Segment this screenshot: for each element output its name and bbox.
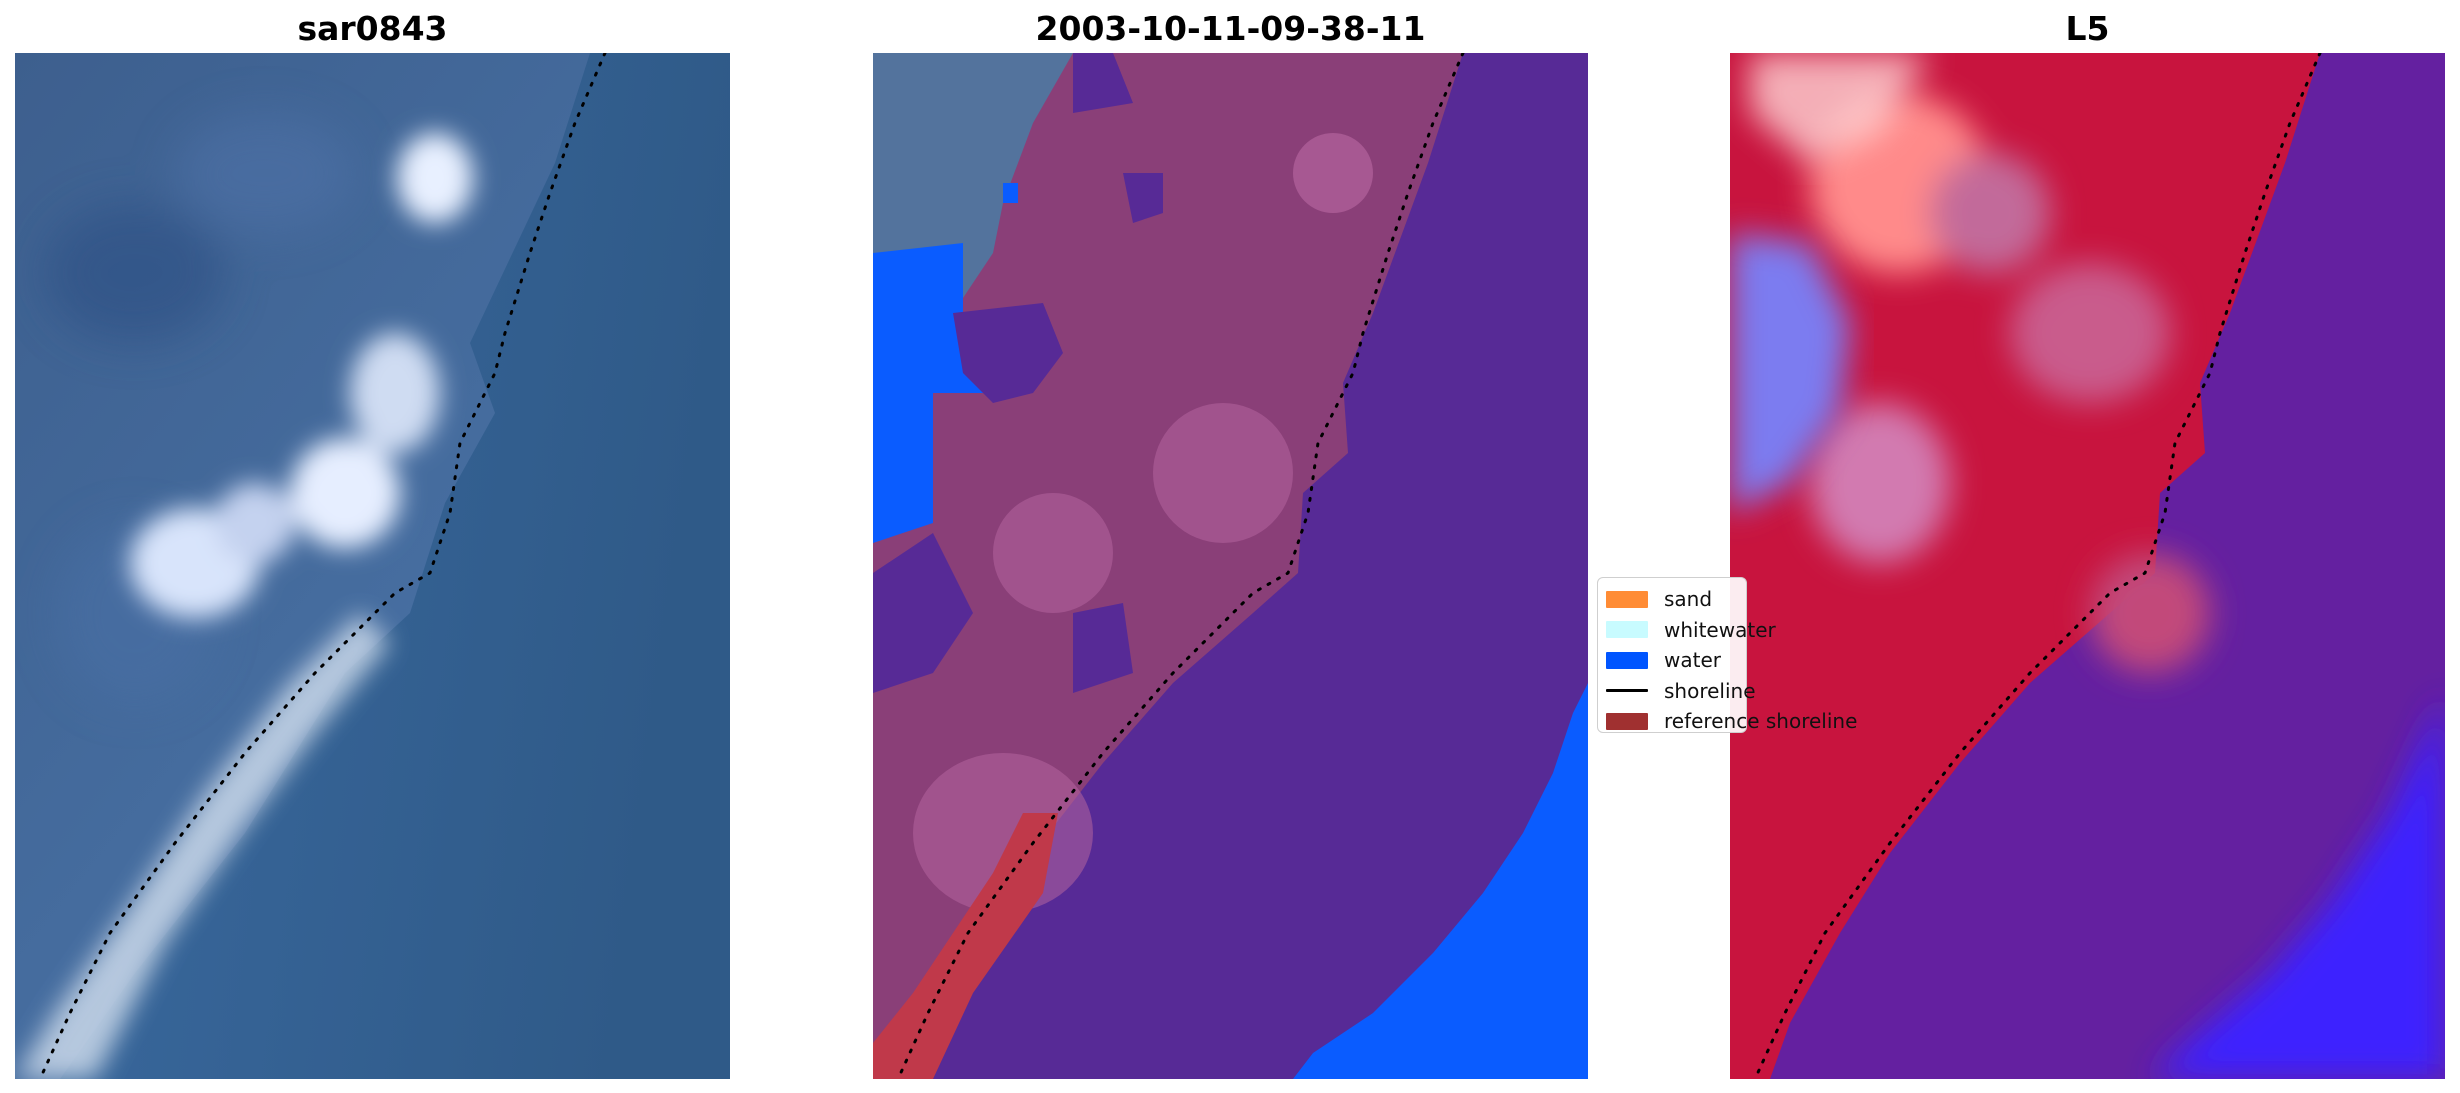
legend-item-whitewater: whitewater — [1606, 615, 1776, 646]
reference-shoreline-patch — [873, 813, 1058, 1079]
legend-item-reference-shoreline: reference shoreline — [1606, 706, 1857, 737]
legend-label-shoreline: shoreline — [1664, 678, 1756, 703]
whitewater-blobs — [130, 133, 473, 618]
sea-low-index — [2150, 693, 2445, 1079]
legend-item-water: water — [1606, 645, 1746, 676]
classification-panel — [873, 53, 1588, 1079]
panel-title-rgb: sar0843 — [297, 9, 448, 48]
index-panel — [1730, 53, 2445, 1079]
index-image — [1730, 53, 2445, 1079]
legend-item-sand: sand — [1606, 584, 1746, 615]
rgb-image — [15, 53, 730, 1079]
legend: sand whitewater water shoreline referenc… — [1597, 577, 1857, 733]
panel-title-index: L5 — [2065, 9, 2110, 48]
shoreline-line — [1753, 53, 2322, 1079]
shoreline-line — [896, 53, 1465, 1079]
water-swatch — [1606, 651, 1648, 669]
legend-label-water: water — [1664, 648, 1721, 673]
legend-label-reference-shoreline: reference shoreline — [1664, 709, 1858, 734]
legend-item-shoreline: shoreline — [1606, 676, 1756, 707]
reference-shoreline-swatch — [1606, 712, 1648, 730]
water-class-right — [1293, 683, 1588, 1079]
whitewater-swatch — [1606, 621, 1648, 639]
shoreline-swatch — [1606, 689, 1648, 693]
classification-image — [873, 53, 1588, 1079]
legend-label-sand: sand — [1664, 587, 1713, 612]
panel-title-classification: 2003-10-11-09-38-11 — [1035, 9, 1426, 48]
legend-label-whitewater: whitewater — [1664, 617, 1776, 642]
shoreline-line — [38, 53, 607, 1079]
land-index-area — [1730, 53, 2320, 1079]
sand-swatch — [1606, 590, 1648, 608]
low-index-blob — [1730, 233, 1850, 513]
beach-strip — [15, 613, 390, 1079]
rgb-image-panel — [15, 53, 730, 1079]
